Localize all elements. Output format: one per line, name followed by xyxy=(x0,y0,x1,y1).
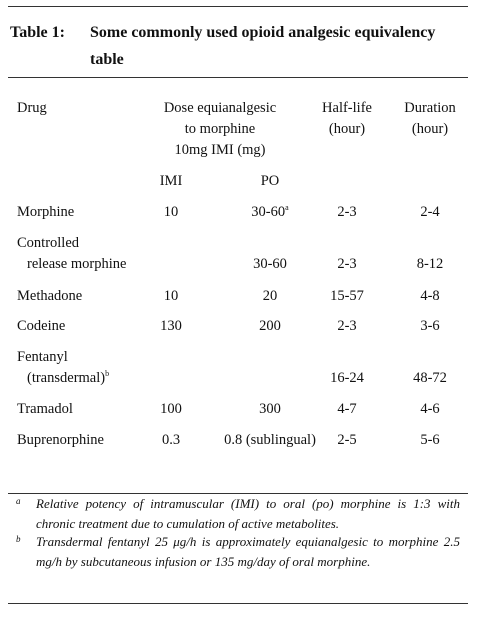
cell: 2-3 xyxy=(337,204,357,220)
cell: 2-3 xyxy=(337,256,357,272)
cell: 2-5 xyxy=(337,432,357,448)
cell: 300 xyxy=(259,401,281,417)
cell: 4-7 xyxy=(337,401,357,417)
cell: 130 xyxy=(160,318,182,334)
cell: 30-60 xyxy=(253,256,287,272)
drug-name: Codeine xyxy=(17,318,66,334)
header: Drug xyxy=(17,100,47,116)
rule xyxy=(8,493,468,494)
header: Duration xyxy=(404,100,456,116)
footnote-mark: a xyxy=(16,496,21,506)
table-title: table xyxy=(90,51,124,68)
cell: 100 xyxy=(160,401,182,417)
footnote: Transdermal fentanyl 25 μg/h is approxim… xyxy=(36,534,460,569)
subheader: IMI xyxy=(159,173,183,189)
drug-name: Fentanyl xyxy=(17,349,68,365)
cell: 10 xyxy=(163,204,179,220)
drug-name: release morphine xyxy=(27,256,127,272)
cell: 48-72 xyxy=(413,370,447,386)
cell: 30-60a xyxy=(251,203,289,221)
cell: 2-3 xyxy=(337,318,357,334)
cell: 2-4 xyxy=(420,204,440,220)
footnote-ref: a xyxy=(285,203,289,212)
header: 10mg IMI (mg) xyxy=(174,142,266,158)
header: to morphine xyxy=(184,121,256,137)
drug-name: Buprenorphine xyxy=(17,432,104,448)
cell: 0.3 xyxy=(161,432,181,448)
footnote-ref: b xyxy=(105,369,110,378)
cell: 4-6 xyxy=(420,401,440,417)
cell: 8-12 xyxy=(416,256,444,272)
cell: 5-6 xyxy=(420,432,440,448)
table-label: Table 1: xyxy=(10,24,65,41)
cell: 200 xyxy=(259,318,281,334)
drug-name: Controlled xyxy=(17,235,80,251)
header: Half-life xyxy=(322,100,372,116)
rule xyxy=(8,77,468,78)
header: (hour) xyxy=(411,121,449,137)
cell: 0.8 (sublingual) xyxy=(224,432,316,448)
cell: 4-8 xyxy=(420,288,440,304)
footnote-mark: b xyxy=(16,534,21,544)
cell: 16-24 xyxy=(330,370,364,386)
footnote: Relative potency of intramuscular (IMI) … xyxy=(36,496,460,531)
drug-name: Tramadol xyxy=(17,401,73,417)
drug-name: Morphine xyxy=(17,204,75,220)
rule xyxy=(8,6,468,7)
drug-name: Methadone xyxy=(17,288,83,304)
rule xyxy=(8,603,468,604)
cell: 15-57 xyxy=(330,288,364,304)
header: Dose equianalgesic xyxy=(163,100,277,116)
cell: 10 xyxy=(163,288,179,304)
table-title: Some commonly used opioid analgesic equi… xyxy=(90,24,436,41)
cell: 20 xyxy=(262,288,278,304)
cell: 3-6 xyxy=(420,318,440,334)
header: (hour) xyxy=(328,121,366,137)
subheader: PO xyxy=(260,173,280,189)
drug-name: (transdermal)b xyxy=(27,369,110,387)
